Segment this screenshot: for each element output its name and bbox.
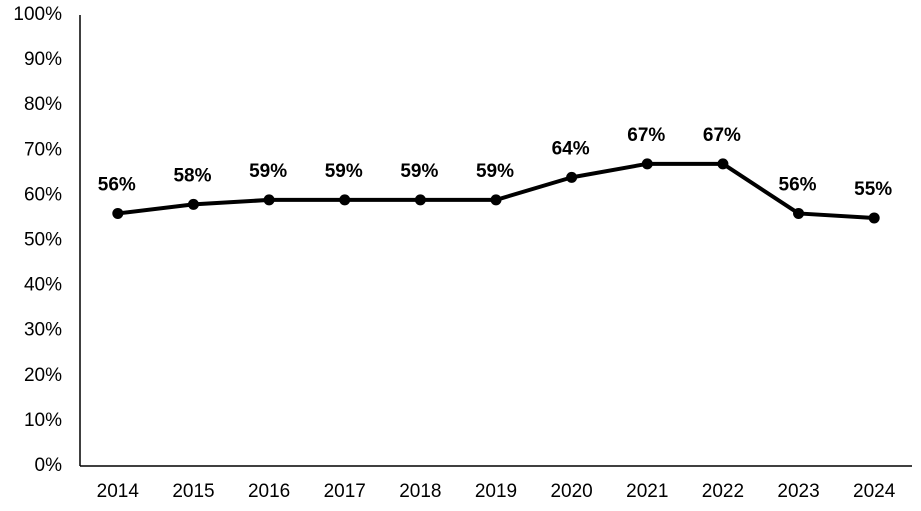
y-tick-label: 70% [24,139,62,160]
x-tick-label: 2022 [702,481,744,502]
value-label: 56% [98,174,136,195]
value-label: 64% [552,138,590,159]
value-label: 56% [779,174,817,195]
x-tick-label: 2021 [626,481,668,502]
x-tick-label: 2016 [248,481,290,502]
marker [414,194,426,206]
y-tick-label: 100% [13,4,62,25]
marker [187,198,199,210]
value-label: 55% [854,179,892,200]
marker [793,207,805,219]
value-label: 59% [476,161,514,182]
value-label: 67% [703,125,741,146]
x-tick-label: 2014 [97,481,140,502]
x-tick-label: 2024 [853,481,896,502]
marker [490,194,502,206]
marker [868,212,880,224]
x-tick-label: 2015 [172,481,214,502]
y-tick-label: 90% [24,49,62,70]
marker [263,194,275,206]
marker [566,171,578,183]
marker [641,158,653,170]
y-tick-label: 30% [24,320,62,341]
x-tick-label: 2018 [399,481,441,502]
value-label: 67% [627,125,665,146]
y-tick-label: 10% [24,410,62,431]
x-tick-label: 2019 [475,481,517,502]
y-tick-label: 50% [24,230,62,251]
value-label: 58% [173,165,211,186]
value-label: 59% [325,161,363,182]
marker [339,194,351,206]
value-label: 59% [400,161,438,182]
value-label: 59% [249,161,287,182]
x-tick-label: 2020 [550,481,592,502]
marker [112,207,124,219]
y-tick-label: 80% [24,94,62,115]
marker [717,158,729,170]
y-tick-label: 40% [24,275,62,296]
y-tick-label: 0% [35,455,63,476]
y-tick-label: 60% [24,184,62,205]
y-tick-label: 20% [24,365,62,386]
x-tick-label: 2023 [777,481,819,502]
x-tick-label: 2017 [324,481,366,502]
